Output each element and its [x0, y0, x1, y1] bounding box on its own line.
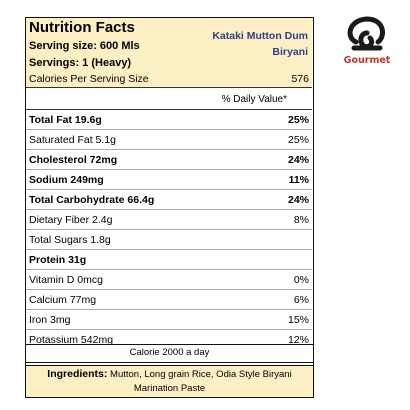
calories-label: Calories Per Serving Size	[29, 73, 149, 85]
daily-value-label: % Daily Value*	[221, 94, 287, 105]
nutrient-row-protein: Protein 31g	[26, 250, 312, 270]
nutrient-value: 25%	[287, 134, 309, 146]
label-header: Nutrition Facts Serving size: 600 Mls Se…	[26, 18, 312, 88]
nutrient-row-dietary-fiber: Dietary Fiber 2.4g 8%	[26, 210, 312, 230]
nutrient-value: 12%	[287, 334, 309, 346]
nutrient-label: Potassium 542mg	[29, 334, 114, 346]
product-name: Kataki Mutton Dum Biryani	[212, 30, 308, 58]
nutrient-value: 6%	[293, 294, 309, 306]
servings-count: Servings: 1 (Heavy)	[29, 57, 132, 69]
nutrient-label: Total Sugars 1.8g	[29, 234, 111, 246]
label-title: Nutrition Facts	[29, 19, 135, 36]
ingredients-box: Ingredients: Mutton, Long grain Rice, Od…	[25, 365, 314, 398]
nutrient-row-total-carbohydrate: Total Carbohydrate 66.4g 24%	[26, 190, 312, 210]
logo-text: Gourmet	[343, 55, 391, 66]
nutrient-label: Saturated Fat 5.1g	[29, 134, 116, 146]
ingredients-label: Ingredients:	[47, 368, 108, 380]
nutrient-label: Total Carbohydrate 66.4g	[29, 194, 155, 206]
nutrient-value: 24%	[287, 194, 309, 206]
nutrition-label: Nutrition Facts Serving size: 600 Mls Se…	[25, 17, 314, 398]
nutrient-row-vitamin-d: Vitamin D 0mcg 0%	[26, 270, 312, 290]
daily-value-header: % Daily Value*	[26, 89, 312, 110]
nutrient-value: 15%	[287, 314, 309, 326]
nutrient-label: Vitamin D 0mcg	[29, 274, 103, 286]
calories-row: Calories Per Serving Size 576	[26, 71, 312, 87]
nutrient-value: 8%	[293, 214, 309, 226]
nutrient-row-calcium: Calcium 77mg 6%	[26, 290, 312, 310]
calorie-note: Calorie 2000 a day	[25, 344, 314, 363]
gourmet-logo: Gourmet	[340, 12, 394, 72]
nutrient-label: Cholesterol 72mg	[29, 154, 118, 166]
nutrient-value: 0%	[293, 274, 309, 286]
ingredients-text: Mutton, Long grain Rice, Odia Style Biry…	[110, 369, 292, 394]
nutrient-row-sodium: Sodium 249mg 11%	[26, 170, 312, 190]
nutrient-label: Total Fat 19.6g	[29, 114, 102, 126]
nutrient-row-cholesterol: Cholesterol 72mg 24%	[26, 150, 312, 170]
nutrient-value: 25%	[287, 114, 309, 126]
nutrient-row-total-sugars: Total Sugars 1.8g	[26, 230, 312, 250]
nutrient-row-total-fat: Total Fat 19.6g 25%	[26, 110, 312, 130]
nutrient-row-saturated-fat: Saturated Fat 5.1g 25%	[26, 130, 312, 150]
nutrient-label: Sodium 249mg	[29, 174, 104, 186]
calories-value: 576	[291, 73, 309, 85]
nutrient-value: 24%	[287, 154, 309, 166]
nutrient-label: Iron 3mg	[29, 314, 71, 326]
nutrient-label: Protein 31g	[29, 254, 87, 266]
nutrient-label: Dietary Fiber 2.4g	[29, 214, 113, 226]
nutrient-row-potassium: Potassium 542mg 12%	[26, 330, 312, 349]
serving-size: Serving size: 600 Mls	[29, 40, 140, 52]
gourmet-logo-icon	[347, 16, 385, 51]
nutrient-label: Calcium 77mg	[29, 294, 97, 306]
nutrient-row-iron: Iron 3mg 15%	[26, 310, 312, 330]
nutrient-value: 11%	[288, 174, 309, 186]
